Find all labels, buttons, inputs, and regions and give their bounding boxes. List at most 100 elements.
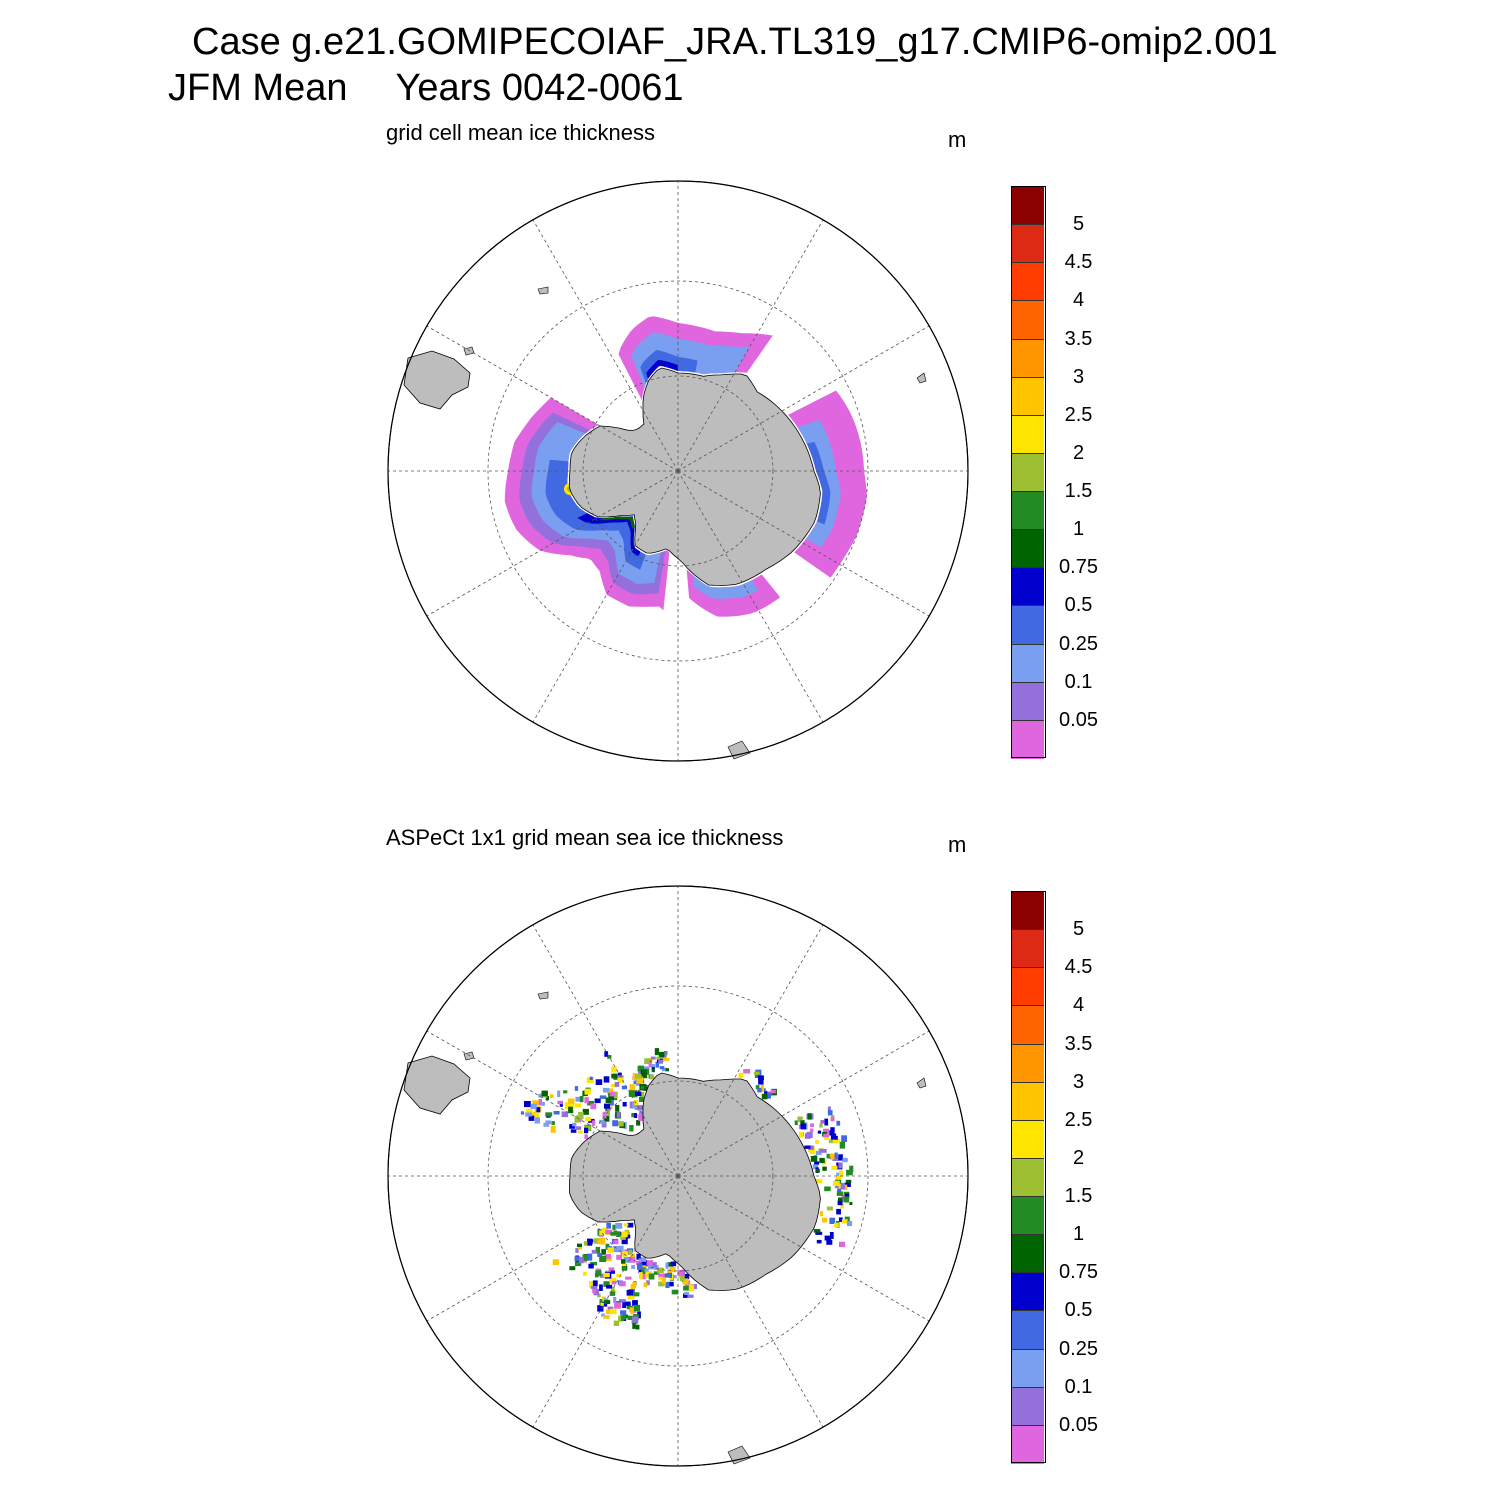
map-2-obs-cell-360 <box>670 1261 677 1267</box>
map-2-obs-cell-41 <box>611 1066 617 1073</box>
map-2-obs-cell-511 <box>757 1087 762 1093</box>
map-2-obs-cell-114 <box>541 1090 548 1097</box>
map-2-obs-cell-516 <box>753 1071 760 1075</box>
map-2-obs-cell-477 <box>843 1196 849 1203</box>
map-2-obs-cell-237 <box>605 1243 610 1250</box>
colorbar-2-swatch-12 <box>1011 1348 1044 1388</box>
map-2-obs-cell-260 <box>552 1259 559 1266</box>
map-2-obs-cell-267 <box>644 1268 649 1272</box>
map-2-obs-cell-492 <box>826 1206 833 1211</box>
map-2-obs-cell-265 <box>599 1299 603 1305</box>
map-2-obs-cell-101 <box>631 1113 635 1118</box>
map-2-obs-cell-96 <box>536 1107 541 1113</box>
map-2-obs-cell-172 <box>656 1056 660 1060</box>
colorbar-1-swatch-6 <box>1011 414 1044 454</box>
map-2-obs-cell-368 <box>669 1267 676 1273</box>
map-2-obs-cell-316 <box>588 1263 594 1269</box>
map-2-obs-cell-63 <box>584 1134 588 1139</box>
map-2-obs-cell-262 <box>635 1324 640 1330</box>
map-2-obs-cell-47 <box>551 1121 555 1125</box>
colorbar-2-label-13: 0.05 <box>1059 1413 1098 1436</box>
map-2-obs-cell-302 <box>604 1253 611 1259</box>
map-2-obs-cell-393 <box>823 1128 830 1135</box>
map-2-obs-cell-391 <box>849 1165 854 1173</box>
colorbar-1-swatch-2 <box>1011 262 1044 302</box>
map-2-obs-cell-474 <box>838 1217 843 1222</box>
map-1-south-georgia-island <box>537 286 549 295</box>
map-2-obs-cell-427 <box>832 1157 839 1161</box>
colorbar-1-swatch-10 <box>1011 567 1044 607</box>
colorbar-2-swatch-10 <box>1011 1272 1044 1312</box>
map-2-obs-cell-281 <box>606 1222 611 1229</box>
map-2-obs-cell-469 <box>829 1232 834 1239</box>
map-2-obs-cell-480 <box>841 1219 848 1224</box>
panel-1-units: m <box>948 127 967 152</box>
map-2-obs-cell-140 <box>650 1056 656 1060</box>
map-2-obs-cell-103 <box>634 1113 638 1118</box>
map-2-obs-cell-517 <box>758 1075 764 1081</box>
colorbar-2-swatch-1 <box>1011 929 1044 969</box>
map-2-obs-cell-451 <box>810 1156 818 1162</box>
map-2-obs-cell-417 <box>846 1169 853 1176</box>
map-2-obs-cell-45 <box>594 1098 601 1104</box>
map-2-obs-cell-264 <box>578 1245 582 1250</box>
map-2-obs-cell-175 <box>665 1068 669 1072</box>
colorbar-2-swatch-6 <box>1011 1119 1044 1159</box>
map-2-obs-cell-362 <box>654 1265 659 1270</box>
map-1-meridian-30 <box>677 325 930 472</box>
map-2-south-america-landmass <box>403 1055 471 1115</box>
colorbar-1-swatch-12 <box>1011 643 1044 683</box>
map-2-obs-cell-100 <box>605 1097 611 1103</box>
map-1-outer-boundary <box>387 180 969 762</box>
colorbar-2-swatch-5 <box>1011 1081 1044 1121</box>
map-2-obs-cell-481 <box>822 1217 828 1223</box>
map-2-obs-cell-465 <box>815 1231 823 1235</box>
map-2-obs-cell-338 <box>600 1302 604 1306</box>
colorbar-2-label-4: 3 <box>1072 1070 1085 1093</box>
figure-title-period: JFM Mean Years 0042-0061 <box>168 68 684 108</box>
map-2-obs-cell-18 <box>601 1122 607 1128</box>
map-2-obs-cell-115 <box>609 1091 615 1097</box>
colorbar-2-label-9: 0.75 <box>1059 1261 1098 1284</box>
map-2-obs-cell-386 <box>684 1291 689 1295</box>
season-label: JFM Mean <box>168 67 348 109</box>
panel-1-polar-map <box>387 180 969 762</box>
map-2-obs-cell-425 <box>808 1146 814 1150</box>
map-2-obs-cell-109 <box>589 1076 593 1080</box>
panel-2-colorbar: 5 4.5 4 3.5 3 2.5 2 1.5 1 0.75 0.5 0.25 0.1 0.05 <box>1011 891 1098 1464</box>
map-2-obs-cell-155 <box>639 1096 644 1102</box>
colorbar-2-label-6: 2 <box>1072 1146 1085 1169</box>
map-2-obs-cell-37 <box>584 1097 589 1104</box>
colorbar-1-label-5: 2.5 <box>1064 403 1093 426</box>
colorbar-1-label-7: 1.5 <box>1064 480 1093 503</box>
map-2-obs-cell-200 <box>623 1256 630 1263</box>
map-2-obs-cell-276 <box>597 1239 601 1243</box>
map-2-obs-cell-104 <box>614 1082 620 1087</box>
map-2-obs-cell-88 <box>632 1102 639 1109</box>
map-2-obs-cell-113 <box>590 1103 597 1110</box>
map-2-obs-cell-11 <box>622 1102 627 1107</box>
map-2-obs-cell-111 <box>579 1096 584 1103</box>
map-2-obs-cell-145 <box>630 1085 636 1090</box>
colorbar-2-outline <box>1011 891 1046 1463</box>
map-2-obs-cell-159 <box>651 1064 655 1068</box>
map-2-obs-cell-161 <box>658 1051 665 1058</box>
map-2-obs-cell-497 <box>819 1211 824 1217</box>
map-2-obs-cell-294 <box>630 1307 634 1315</box>
map-2-obs-cell-86 <box>574 1116 580 1123</box>
map-2-obs-cell-373 <box>658 1281 665 1287</box>
map-2-obs-cell-406 <box>819 1123 823 1128</box>
colorbar-2-swatch-11 <box>1011 1310 1044 1350</box>
map-2-obs-cell-411 <box>799 1132 804 1138</box>
colorbar-2-label-7: 1.5 <box>1064 1185 1093 1208</box>
map-2-obs-cell-75 <box>520 1111 525 1115</box>
colorbar-1-swatch-9 <box>1011 529 1044 569</box>
map-2-obs-cell-167 <box>644 1058 650 1064</box>
map-2-obs-cell-384 <box>683 1293 688 1298</box>
map-2-obs-cell-179 <box>641 1069 647 1076</box>
panel-2-polar-map <box>387 885 969 1467</box>
colorbar-1-swatch-4 <box>1011 338 1044 378</box>
map-2-obs-cell-29 <box>524 1101 531 1108</box>
map-2-obs-cell-135 <box>654 1048 660 1056</box>
map-2-obs-cell-426 <box>810 1123 814 1127</box>
